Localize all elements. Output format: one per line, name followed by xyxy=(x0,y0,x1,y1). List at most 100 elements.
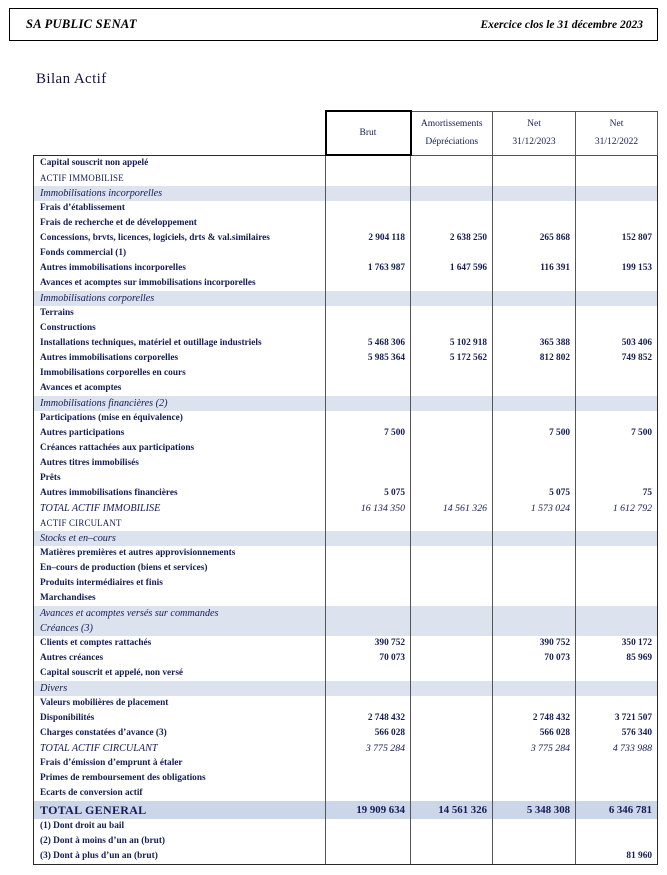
cell-net-2022: 3 721 507 xyxy=(575,710,658,726)
cell-net-2023 xyxy=(492,515,576,531)
cell-brut: 5 075 xyxy=(325,485,411,501)
row-label: Autres immobilisations corporelles xyxy=(33,350,326,366)
table-row: Fonds commercial (1) xyxy=(33,245,658,261)
cell-net-2023 xyxy=(492,785,576,801)
cell-net-2023: 265 868 xyxy=(492,230,576,246)
cell-brut xyxy=(325,305,411,321)
row-label: Prêts xyxy=(33,470,326,486)
table-row: Avances et acomptes versés sur commandes xyxy=(33,605,658,621)
closing-date: Exercice clos le 31 décembre 2023 xyxy=(480,18,643,31)
cell-brut: 70 073 xyxy=(325,650,411,666)
cell-net-2022 xyxy=(575,395,658,411)
table-row: Marchandises xyxy=(33,590,658,606)
table-row: Frais de recherche et de développement xyxy=(33,215,658,231)
cell-net-2022 xyxy=(575,365,658,381)
cell-amortissements xyxy=(410,590,493,606)
cell-net-2022: 7 500 xyxy=(575,425,658,441)
cell-net-2023: 390 752 xyxy=(492,635,576,651)
cell-net-2022 xyxy=(575,380,658,396)
cell-net-2023 xyxy=(492,170,576,186)
label-column-header xyxy=(34,111,326,155)
cell-net-2022: 81 960 xyxy=(575,848,658,865)
table-row: Terrains xyxy=(33,305,658,321)
cell-net-2022 xyxy=(575,755,658,771)
cell-amortissements xyxy=(410,545,493,561)
cell-amortissements: 14 561 326 xyxy=(410,800,493,819)
table-row: ACTIF CIRCULANT xyxy=(33,515,658,531)
cell-brut: 2 904 118 xyxy=(325,230,411,246)
cell-net-2022 xyxy=(575,575,658,591)
row-label: TOTAL ACTIF IMMOBILISE xyxy=(33,500,326,516)
cell-brut xyxy=(325,770,411,786)
table-body: Capital souscrit non appelé ACTIF IMMOBIL… xyxy=(33,154,658,865)
cell-amortissements xyxy=(410,275,493,291)
row-label: Produits intermédiaires et finis xyxy=(33,575,326,591)
cell-amortissements xyxy=(410,530,493,546)
cell-net-2023: 812 802 xyxy=(492,350,576,366)
table-row: Créances rattachées aux participations xyxy=(33,440,658,456)
table-row: Autres créances 70 073 70 073 85 969 xyxy=(33,650,658,666)
cell-net-2022 xyxy=(575,665,658,681)
table-row: Autres titres immobilisés xyxy=(33,455,658,471)
column-header: Net 31/12/2022 xyxy=(575,110,658,156)
cell-amortissements xyxy=(410,305,493,321)
column-header: Amortissements Dépréciations xyxy=(410,110,493,156)
cell-brut xyxy=(325,395,411,411)
cell-brut: 2 748 432 xyxy=(325,710,411,726)
cell-amortissements xyxy=(410,560,493,576)
cell-net-2022: 4 733 988 xyxy=(575,740,658,756)
table-header: Brut Amortissements Dépréciations Net 31/12/… xyxy=(34,110,658,156)
cell-net-2023 xyxy=(492,365,576,381)
table-row: Immobilisations corporelles en cours xyxy=(33,365,658,381)
cell-net-2022 xyxy=(575,560,658,576)
cell-amortissements xyxy=(410,605,493,621)
row-label: Autres immobilisations incorporelles xyxy=(33,260,326,276)
row-label: Autres participations xyxy=(33,425,326,441)
cell-brut xyxy=(325,320,411,336)
cell-brut xyxy=(325,560,411,576)
cell-net-2022 xyxy=(575,770,658,786)
cell-net-2023 xyxy=(492,290,576,306)
cell-net-2022: 503 406 xyxy=(575,335,658,351)
table-row: Produits intermédiaires et finis xyxy=(33,575,658,591)
cell-amortissements xyxy=(410,620,493,636)
cell-brut xyxy=(325,575,411,591)
cell-amortissements xyxy=(410,770,493,786)
table-row: Autres immobilisations incorporelles 1 76… xyxy=(33,260,658,276)
cell-net-2023 xyxy=(492,590,576,606)
cell-brut xyxy=(325,515,411,531)
cell-net-2022 xyxy=(575,590,658,606)
column-header: Brut xyxy=(324,110,412,156)
row-label: Frais d’établissement xyxy=(33,200,326,216)
cell-brut xyxy=(325,605,411,621)
cell-amortissements xyxy=(410,785,493,801)
table-row: (3) Dont à plus d’un an (brut) 81 960 xyxy=(33,848,658,865)
cell-amortissements xyxy=(410,410,493,426)
cell-net-2023 xyxy=(492,575,576,591)
cell-net-2022 xyxy=(575,515,658,531)
cell-net-2022: 75 xyxy=(575,485,658,501)
row-label: Terrains xyxy=(33,305,326,321)
cell-net-2022: 85 969 xyxy=(575,650,658,666)
table-row: Charges constatées d’avance (3) 566 028 56… xyxy=(33,725,658,741)
cell-net-2022: 749 852 xyxy=(575,350,658,366)
cell-brut xyxy=(325,215,411,231)
cell-brut xyxy=(325,200,411,216)
cell-amortissements xyxy=(410,740,493,756)
cell-net-2023 xyxy=(492,848,576,865)
cell-amortissements xyxy=(410,154,493,171)
table-row: Stocks et en–cours xyxy=(33,530,658,546)
row-label: Matières premières et autres approvision… xyxy=(33,545,326,561)
row-label: En–cours de production (biens et service… xyxy=(33,560,326,576)
cell-amortissements xyxy=(410,848,493,865)
row-label: Capital souscrit et appelé, non versé xyxy=(33,665,326,681)
cell-net-2023 xyxy=(492,560,576,576)
cell-net-2023 xyxy=(492,410,576,426)
cell-amortissements xyxy=(410,170,493,186)
row-label: Marchandises xyxy=(33,590,326,606)
cell-net-2023 xyxy=(492,395,576,411)
cell-amortissements xyxy=(410,455,493,471)
cell-brut xyxy=(325,380,411,396)
row-label: Fonds commercial (1) xyxy=(33,245,326,261)
row-label: Valeurs mobilières de placement xyxy=(33,695,326,711)
